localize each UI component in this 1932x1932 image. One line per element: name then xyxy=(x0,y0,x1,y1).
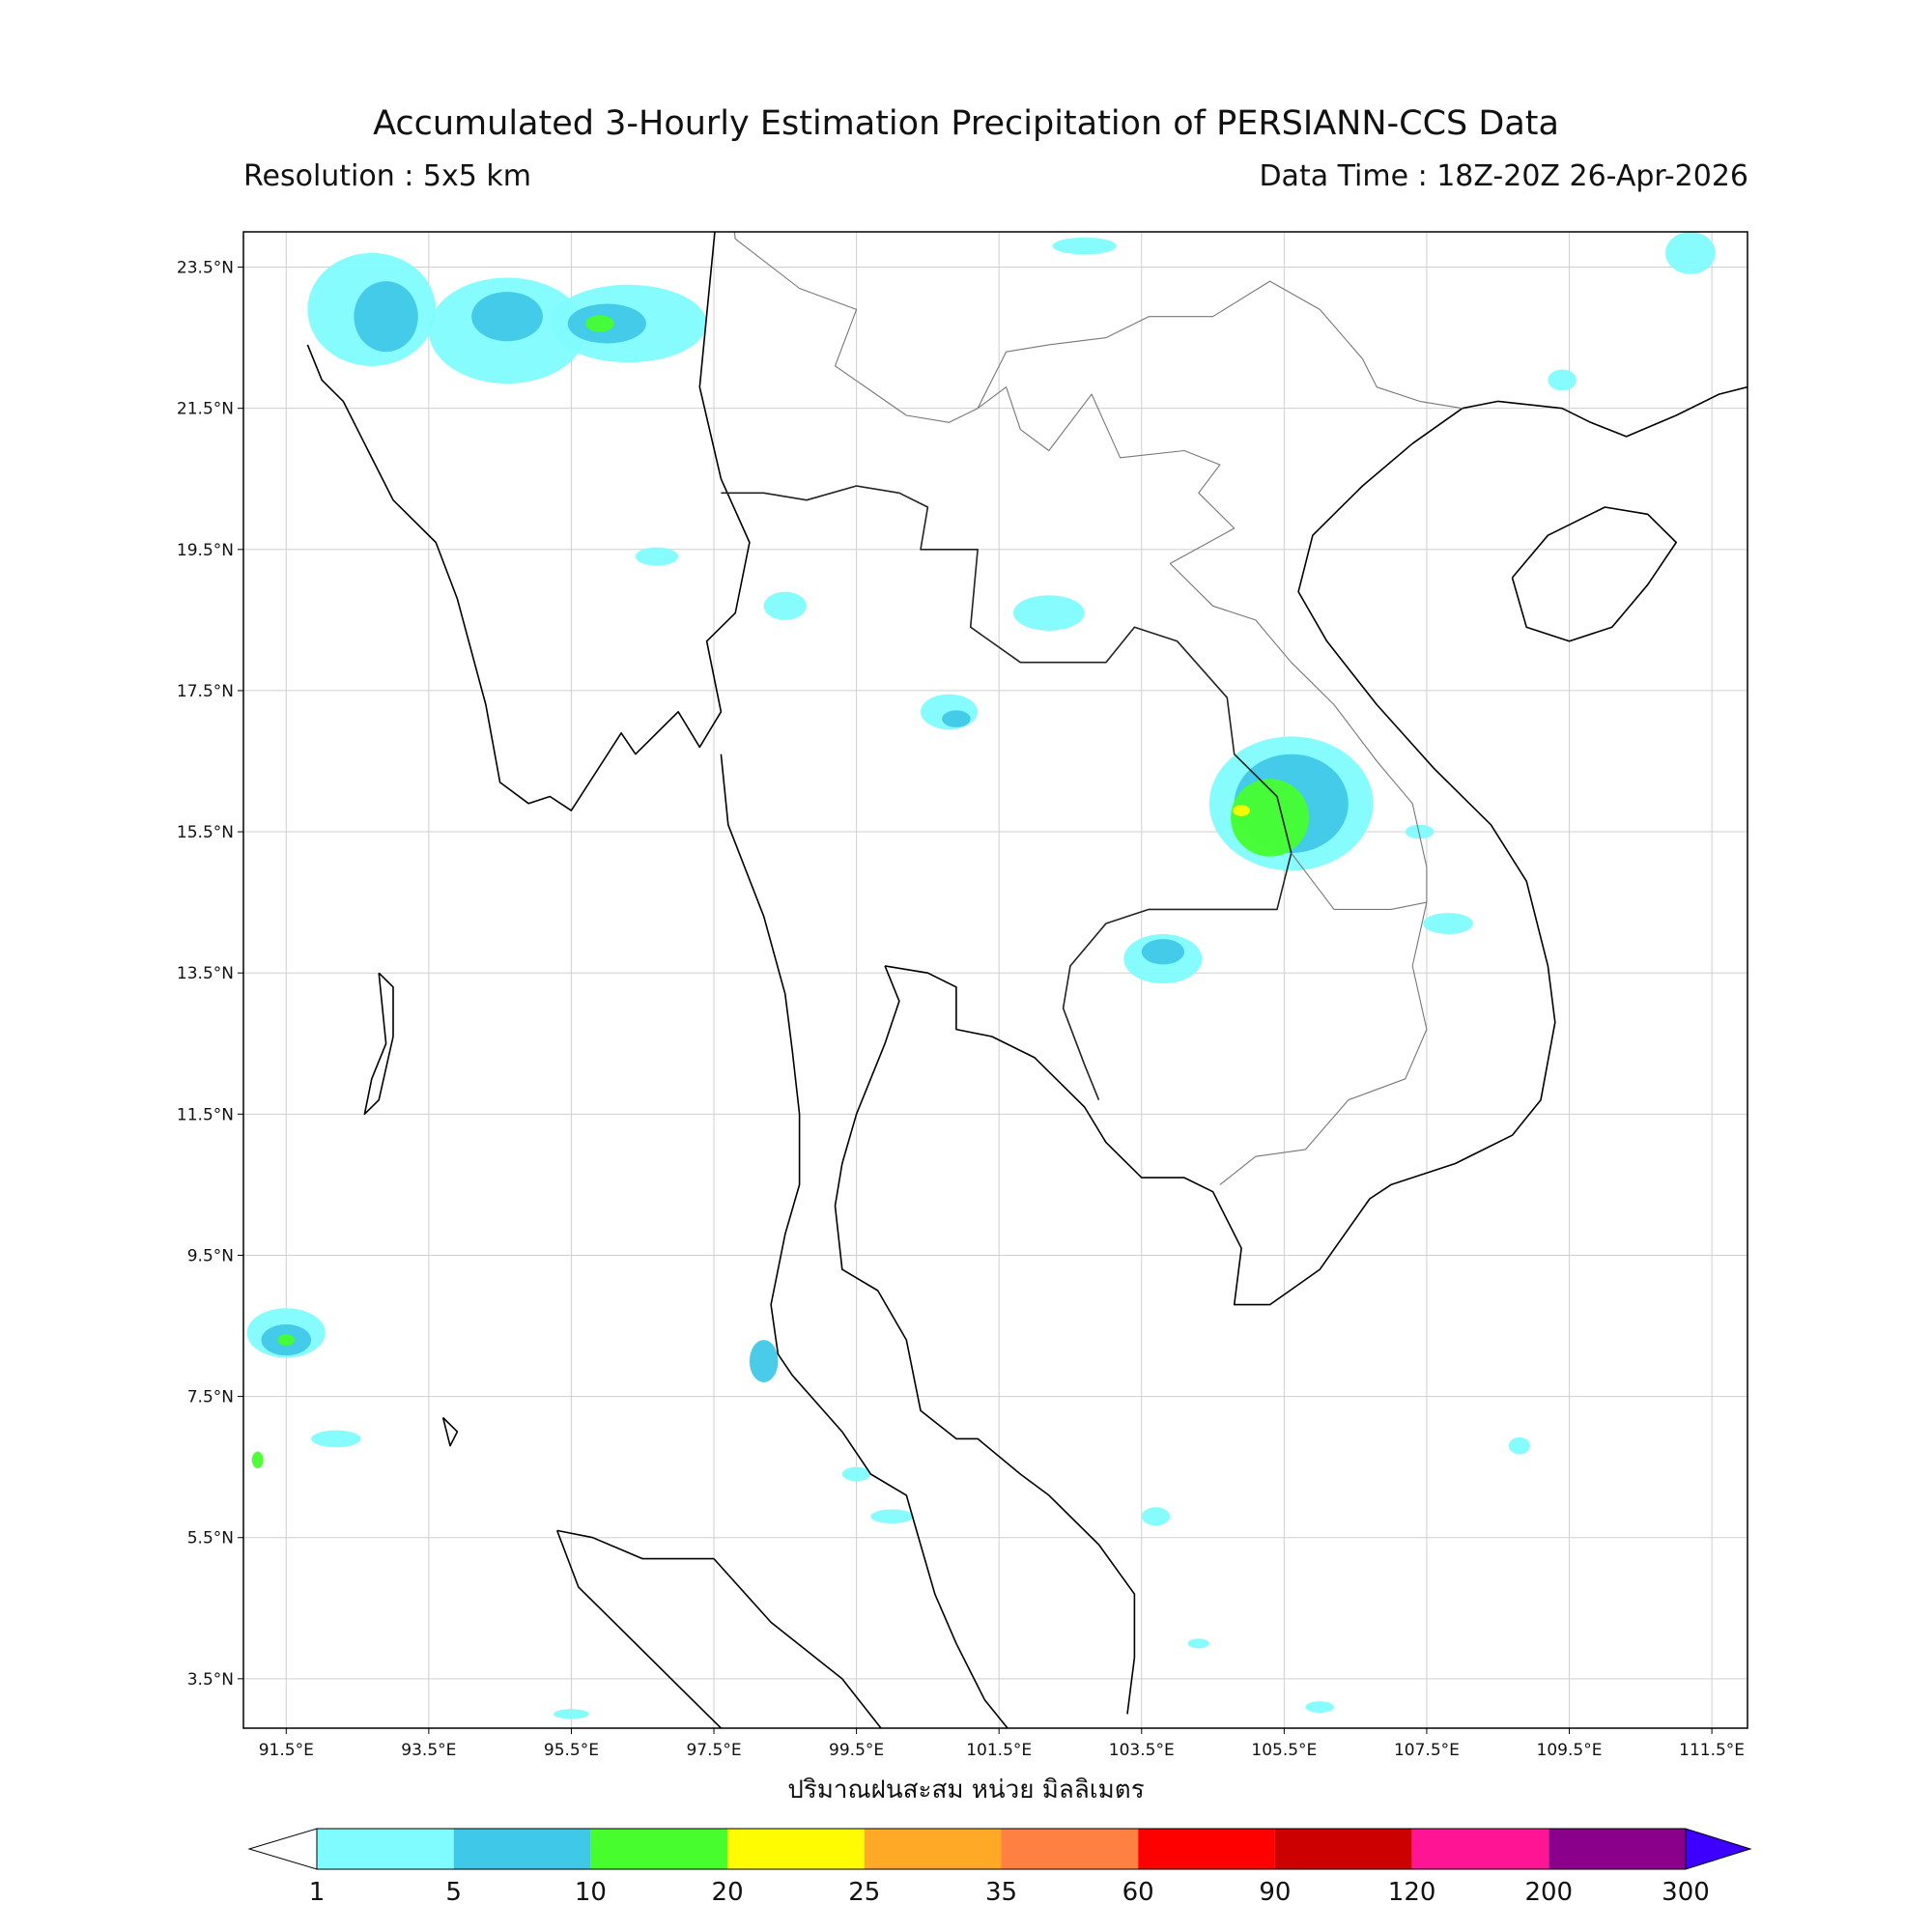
country-borders xyxy=(721,232,1463,1185)
coastline-gulf-thailand-east xyxy=(884,385,1747,1306)
chart-title: Accumulated 3-Hourly Estimation Precipit… xyxy=(373,104,1559,143)
lat-tick-label: 7.5°N xyxy=(187,1388,234,1407)
lon-tick-label: 91.5°E xyxy=(259,1741,314,1760)
lat-tick-label: 19.5°N xyxy=(177,541,234,560)
colorbar-segment xyxy=(453,1829,591,1869)
lat-tick-label: 23.5°N xyxy=(177,259,234,278)
border-line xyxy=(1291,852,1428,910)
rain-cell xyxy=(763,591,807,620)
colorbar-tick-label: 25 xyxy=(848,1878,881,1907)
rain-cell xyxy=(1187,1638,1209,1649)
border-line xyxy=(977,386,1428,1185)
map-background xyxy=(243,232,1747,1728)
rain-cell xyxy=(942,710,971,727)
rain-cell xyxy=(471,292,543,342)
lon-tick-label: 103.5°E xyxy=(1109,1741,1175,1760)
lat-tick-label: 5.5°N xyxy=(187,1529,234,1548)
colorbar-segment xyxy=(1274,1829,1412,1869)
colorbar-min-extend xyxy=(247,1828,318,1870)
rain-cell xyxy=(1423,913,1473,935)
rain-cell xyxy=(1305,1701,1335,1713)
lon-tick-label: 97.5°E xyxy=(686,1741,741,1760)
colorbar-max-extend xyxy=(1685,1828,1752,1870)
lat-tick-label: 15.5°N xyxy=(177,823,234,842)
lon-tick-label: 93.5°E xyxy=(401,1741,456,1760)
lat-tick-label: 17.5°N xyxy=(177,682,234,701)
lat-tick-label: 21.5°N xyxy=(177,400,234,419)
lon-tick-label: 95.5°E xyxy=(544,1741,599,1760)
rain-cell xyxy=(1405,824,1435,839)
colorbar-tick-label: 200 xyxy=(1524,1878,1574,1907)
colorbar-segment xyxy=(864,1829,1002,1869)
colorbar-segment xyxy=(317,1829,454,1869)
data-time-label: Data Time : 18Z-20Z 26-Apr-2026 xyxy=(1259,159,1748,193)
resolution-label: Resolution : 5x5 km xyxy=(243,159,531,193)
lon-tick-label: 105.5°E xyxy=(1251,1741,1317,1760)
rain-cell xyxy=(1141,1507,1171,1526)
rain-cell xyxy=(870,1509,914,1524)
rain-cell xyxy=(1012,595,1085,631)
rain-cell xyxy=(1508,1436,1530,1455)
rain-cell xyxy=(1665,232,1716,274)
colorbar-tick-label: 35 xyxy=(984,1878,1018,1907)
colorbar-segment xyxy=(1138,1829,1275,1869)
lon-tick-label: 111.5°E xyxy=(1679,1741,1745,1760)
rain-cell xyxy=(841,1466,871,1482)
coastline-andaman xyxy=(363,972,394,1116)
lat-tick-label: 13.5°N xyxy=(177,964,234,983)
rain-cell xyxy=(1231,779,1310,857)
lon-tick-label: 107.5°E xyxy=(1394,1741,1460,1760)
lon-tick-label: 109.5°E xyxy=(1537,1741,1603,1760)
coastline-hainan xyxy=(1511,506,1677,642)
coastline-gulf-thailand-west xyxy=(834,965,1136,1715)
colorbar-tick-label: 5 xyxy=(445,1878,462,1907)
colorbar-tick-label: 300 xyxy=(1662,1878,1710,1907)
lat-tick-label: 3.5°N xyxy=(187,1670,234,1690)
colorbar-segment xyxy=(590,1829,728,1869)
rain-cell xyxy=(1141,939,1185,965)
colorbar-segment xyxy=(1001,1829,1139,1869)
colorbar-tick-label: 20 xyxy=(711,1878,744,1907)
rain-cell xyxy=(635,547,679,566)
colorbar-segment xyxy=(727,1829,865,1869)
rain-cell xyxy=(749,1340,779,1382)
border-line xyxy=(721,485,1293,1101)
rain-cell xyxy=(1233,805,1250,816)
rain-cell xyxy=(1052,237,1117,255)
colorbar-outline xyxy=(316,1828,1687,1870)
rain-cell xyxy=(277,1334,296,1346)
axis-ticks: 23.5°N 21.5°N 19.5°N 17.5°N 15.5°N 13.5°N 11.5… xyxy=(177,259,1745,1760)
rain-cell xyxy=(311,1430,361,1448)
coastlines xyxy=(306,232,1747,1728)
coastline-nicobar xyxy=(441,1416,459,1447)
rain-field xyxy=(246,232,1716,1719)
lon-tick-label: 101.5°E xyxy=(966,1741,1032,1760)
border-line xyxy=(733,232,1463,423)
colorbar-segment xyxy=(1548,1829,1686,1869)
coastline-malay-peninsula xyxy=(720,753,1009,1728)
lon-tick-label: 99.5°E xyxy=(829,1741,884,1760)
coastline-sumatra-w xyxy=(555,1530,722,1728)
rain-cell xyxy=(251,1451,264,1469)
lat-tick-label: 9.5°N xyxy=(187,1246,234,1265)
rain-cell xyxy=(585,315,614,332)
coastline-sumatra xyxy=(556,1529,883,1728)
colorbar xyxy=(247,1828,1752,1870)
colorbar-tick-label: 1 xyxy=(308,1878,326,1907)
rain-cell xyxy=(1548,369,1577,391)
colorbar-unit-label: ปริมาณฝนสะสม หน่วย มิลลิเมตร xyxy=(787,1776,1145,1804)
rain-cell xyxy=(354,281,418,353)
graticule xyxy=(243,232,1747,1728)
colorbar-tick-label: 90 xyxy=(1259,1878,1292,1907)
rain-cell xyxy=(553,1709,589,1719)
colorbar-tick-label: 10 xyxy=(574,1878,607,1907)
colorbar-tick-label: 120 xyxy=(1387,1878,1436,1907)
colorbar-segment xyxy=(1411,1829,1549,1869)
coastline-indochina xyxy=(306,232,751,811)
map-frame xyxy=(242,231,1748,1729)
lat-tick-label: 11.5°N xyxy=(177,1105,234,1124)
colorbar-tick-label: 60 xyxy=(1122,1878,1154,1907)
